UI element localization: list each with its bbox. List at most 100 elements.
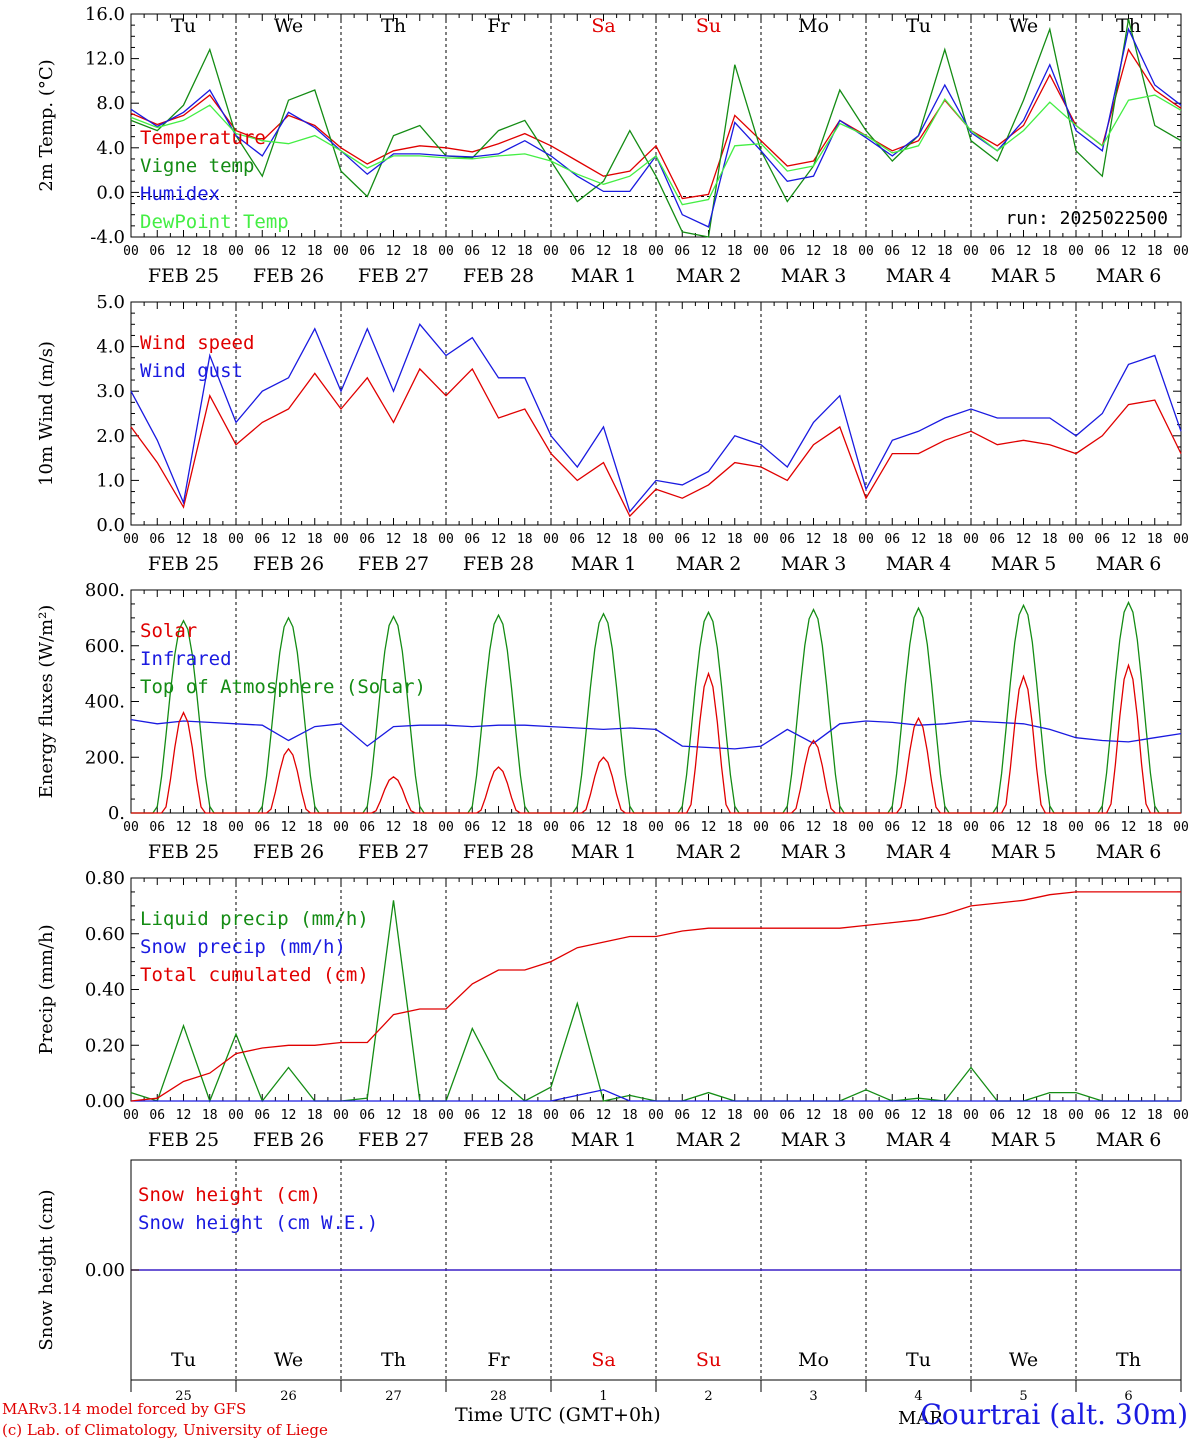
hour-label: 00: [1173, 820, 1189, 835]
hour-label: 00: [963, 244, 979, 259]
date-label: FEB 28: [463, 553, 534, 575]
hour-label: 18: [1042, 820, 1058, 835]
hour-label: 12: [1016, 244, 1032, 259]
hour-label: 06: [464, 244, 480, 259]
date-label: FEB 26: [253, 841, 324, 863]
hour-label: 18: [622, 1108, 638, 1123]
date-label: MAR 3: [781, 265, 847, 287]
y-tick-label: 0.00: [85, 1091, 125, 1112]
date-label: FEB 28: [463, 841, 534, 863]
weekday-label: Tu: [171, 1349, 196, 1371]
y-tick-label: 0.80: [85, 868, 125, 889]
hour-label: 18: [832, 244, 848, 259]
hour-label: 00: [228, 1108, 244, 1123]
hour-label: 00: [123, 532, 139, 547]
date-label: MAR 6: [1096, 841, 1162, 863]
hour-label: 06: [779, 820, 795, 835]
date-label: MAR 5: [991, 553, 1057, 575]
day-number-label: 25: [175, 1389, 192, 1400]
hour-label: 06: [884, 244, 900, 259]
hour-label: 00: [648, 532, 664, 547]
y-axis-label: Snow height (cm): [36, 1189, 57, 1350]
hour-label: 00: [123, 820, 139, 835]
legend-entry: DewPoint Temp: [140, 211, 289, 233]
hour-label: 18: [622, 244, 638, 259]
hour-label: 12: [491, 1108, 507, 1123]
weekday-label: Th: [1116, 15, 1141, 37]
y-tick-label: 0.60: [85, 924, 125, 945]
hour-label: 12: [701, 1108, 717, 1123]
hour-label: 18: [307, 1108, 323, 1123]
day-number-label: 2: [704, 1389, 712, 1400]
hour-label: 06: [254, 820, 270, 835]
legend-entry: Total cumulated (cm): [140, 964, 369, 986]
date-label: FEB 26: [253, 1129, 324, 1151]
series-line-infrared: [130, 718, 1182, 750]
hour-label: 00: [228, 532, 244, 547]
date-label: FEB 26: [253, 265, 324, 287]
hour-label: 06: [884, 1108, 900, 1123]
y-tick-label: 1.0: [96, 470, 125, 491]
y-tick-label: 800.: [85, 580, 125, 601]
y-tick-label: 0.00: [85, 1260, 125, 1281]
legend-entry: Top of Atmosphere (Solar): [140, 676, 426, 698]
hour-label: 00: [1173, 244, 1189, 259]
legend-entry: Temperature: [140, 127, 266, 149]
hour-label: 06: [359, 244, 375, 259]
date-label: MAR 3: [781, 553, 847, 575]
date-label: FEB 26: [253, 553, 324, 575]
y-tick-label: 16.0: [85, 4, 125, 25]
date-label: FEB 28: [463, 265, 534, 287]
hour-label: 12: [176, 244, 192, 259]
day-number-label: 4: [914, 1389, 922, 1400]
legend-entry: Solar: [140, 620, 197, 642]
hour-label: 00: [858, 1108, 874, 1123]
hour-label: 12: [806, 820, 822, 835]
hour-label: 00: [963, 820, 979, 835]
hour-label: 06: [989, 532, 1005, 547]
date-label: MAR 4: [886, 553, 952, 575]
hour-label: 12: [1121, 532, 1137, 547]
hour-label: 18: [1042, 532, 1058, 547]
hour-label: 06: [359, 820, 375, 835]
credit-line-lab: (c) Lab. of Climatology, University of L…: [2, 1421, 328, 1439]
hour-label: 12: [491, 820, 507, 835]
date-label: MAR 3: [781, 1129, 847, 1151]
chart-panel-1: -4.0 0.0 4.0 8.0 12.0 16.0 2m Temp. (°C) 00 06 12…: [36, 4, 1189, 287]
y-tick-label: 200.: [85, 747, 125, 768]
y-tick-label: 0.0: [96, 182, 125, 203]
hour-label: 12: [701, 244, 717, 259]
hour-label: 00: [543, 244, 559, 259]
hour-label: 00: [753, 244, 769, 259]
hour-label: 00: [1173, 532, 1189, 547]
hour-label: 06: [779, 244, 795, 259]
hour-label: 12: [281, 820, 297, 835]
weekday-label: Th: [381, 15, 406, 37]
hour-label: 06: [779, 1108, 795, 1123]
hour-label: 18: [832, 1108, 848, 1123]
date-label: MAR 5: [991, 841, 1057, 863]
hour-label: 06: [569, 244, 585, 259]
legend-entry: Vigne temp: [140, 155, 254, 177]
hour-label: 06: [149, 244, 165, 259]
legend-entry: Liquid precip (mm/h): [140, 908, 369, 930]
hour-label: 12: [701, 820, 717, 835]
hour-label: 00: [1068, 244, 1084, 259]
date-label: FEB 25: [148, 1129, 219, 1151]
hour-label: 12: [1121, 820, 1137, 835]
hour-label: 12: [491, 244, 507, 259]
series-line-wind-speed: [130, 367, 1182, 518]
hour-label: 18: [727, 532, 743, 547]
hour-label: 12: [596, 1108, 612, 1123]
hour-label: 00: [543, 532, 559, 547]
hour-label: 18: [1042, 244, 1058, 259]
weekday-label: We: [274, 15, 303, 37]
credits: MARv3.14 model forced by GFS (c) Lab. of…: [2, 1399, 328, 1441]
hour-label: 12: [281, 1108, 297, 1123]
hour-label: 18: [307, 532, 323, 547]
y-tick-label: 0.0: [96, 515, 125, 536]
hour-label: 00: [753, 820, 769, 835]
y-tick-label: 8.0: [96, 93, 125, 114]
legend-entry: Snow height (cm): [138, 1184, 321, 1206]
date-label: FEB 28: [463, 1129, 534, 1151]
